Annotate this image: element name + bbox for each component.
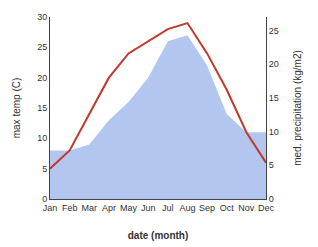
svg-text:15: 15 xyxy=(269,93,279,103)
svg-text:15: 15 xyxy=(37,103,47,113)
svg-text:10: 10 xyxy=(37,133,47,143)
svg-text:max temp (C): max temp (C) xyxy=(11,78,22,139)
svg-text:0: 0 xyxy=(269,194,274,204)
svg-text:5: 5 xyxy=(42,164,47,174)
svg-text:25: 25 xyxy=(269,26,279,36)
svg-text:20: 20 xyxy=(37,73,47,83)
svg-text:5: 5 xyxy=(269,160,274,170)
svg-text:Feb: Feb xyxy=(62,203,78,213)
svg-text:25: 25 xyxy=(37,42,47,52)
svg-text:Dec: Dec xyxy=(258,203,275,213)
svg-text:Sep: Sep xyxy=(199,203,215,213)
svg-text:Jun: Jun xyxy=(141,203,156,213)
svg-text:Mar: Mar xyxy=(82,203,98,213)
svg-text:0: 0 xyxy=(42,194,47,204)
svg-text:Jul: Jul xyxy=(162,203,174,213)
svg-text:10: 10 xyxy=(269,127,279,137)
svg-text:20: 20 xyxy=(269,59,279,69)
svg-text:Apr: Apr xyxy=(102,203,116,213)
svg-text:May: May xyxy=(120,203,138,213)
svg-text:Oct: Oct xyxy=(220,203,235,213)
svg-text:Aug: Aug xyxy=(179,203,195,213)
svg-text:date (month): date (month) xyxy=(128,230,189,241)
svg-text:Nov: Nov xyxy=(238,203,255,213)
svg-text:30: 30 xyxy=(37,12,47,22)
svg-text:med. precipitation (kg/m2): med. precipitation (kg/m2) xyxy=(292,50,303,166)
svg-text:Jan: Jan xyxy=(43,203,58,213)
